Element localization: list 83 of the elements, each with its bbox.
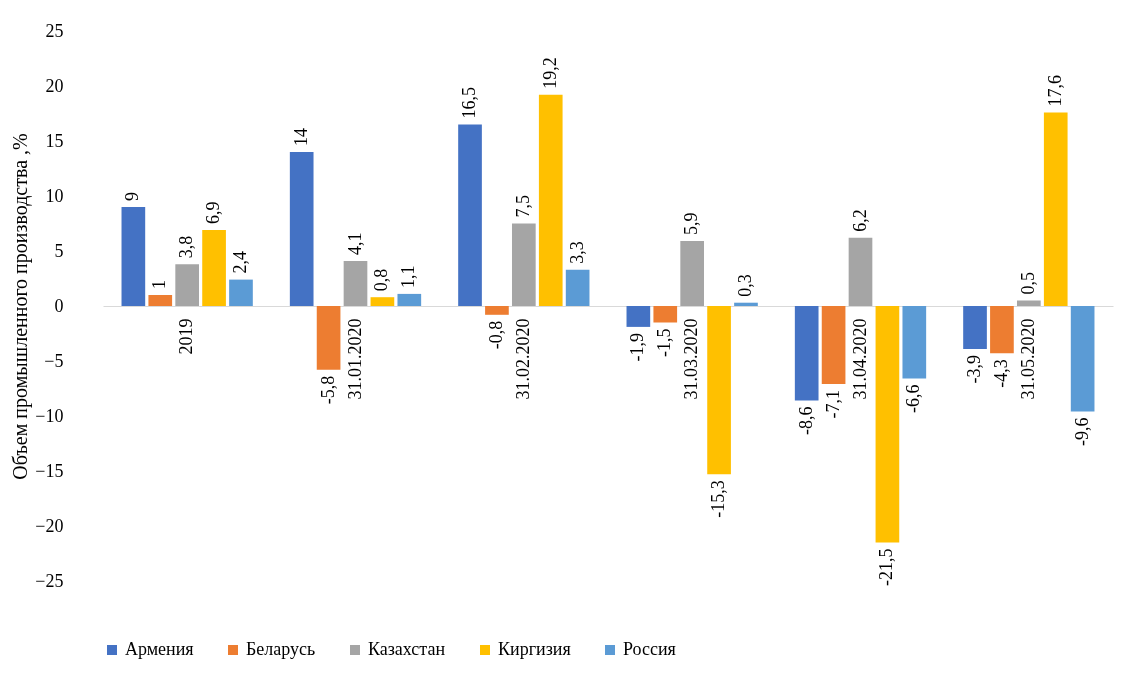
- x-tick-label: 31.04.2020: [849, 318, 870, 400]
- data-label: 0,8: [371, 268, 392, 292]
- data-label: 1,1: [398, 265, 419, 288]
- bar: [316, 306, 341, 370]
- data-label: -9,6: [1071, 417, 1092, 447]
- data-label: -21,5: [876, 548, 897, 586]
- data-label: 3,8: [176, 235, 197, 259]
- y-tick-label: −15: [35, 460, 64, 481]
- bar: [848, 237, 873, 306]
- data-label: 5,9: [681, 212, 702, 236]
- bar: [175, 264, 200, 306]
- data-label: -0,8: [485, 320, 506, 350]
- legend-label: Беларусь: [246, 639, 316, 659]
- data-label: 0,5: [1017, 272, 1038, 295]
- y-tick-label: 10: [45, 185, 64, 206]
- bar: [121, 207, 146, 306]
- bar: [680, 241, 705, 306]
- bar: [1016, 300, 1041, 306]
- y-tick-label: −10: [35, 405, 64, 426]
- bar: [963, 306, 987, 349]
- y-tick-label: 5: [54, 240, 64, 261]
- data-label: 17,6: [1044, 74, 1065, 107]
- y-tick-label: −5: [44, 350, 64, 371]
- bar: [875, 306, 900, 543]
- data-label: 1: [149, 280, 170, 289]
- bar: [821, 306, 846, 385]
- x-tick-label: 2019: [176, 318, 197, 355]
- data-label: 14: [290, 128, 311, 146]
- x-tick-label: 31.05.2020: [1017, 318, 1038, 400]
- bar: [990, 306, 1014, 354]
- bar: [1043, 112, 1068, 306]
- y-tick-label: −20: [35, 515, 64, 536]
- bar: [148, 295, 173, 306]
- bar: [707, 306, 731, 475]
- y-tick-label: 15: [45, 130, 64, 151]
- data-label: 6,9: [203, 201, 224, 225]
- bar: [397, 293, 422, 306]
- data-label: 0,3: [734, 274, 755, 297]
- bar: [370, 297, 395, 306]
- bar: [794, 306, 819, 401]
- bar: [902, 306, 927, 379]
- data-label: 4,1: [344, 232, 365, 255]
- legend-label: Армения: [125, 639, 194, 659]
- data-label: 9: [122, 192, 143, 201]
- y-tick-label: 0: [54, 295, 64, 316]
- data-label: -1,5: [654, 328, 675, 357]
- data-label: -8,6: [795, 406, 816, 436]
- bar: [229, 279, 253, 306]
- bar: [485, 306, 509, 315]
- data-label: -7,1: [822, 390, 843, 419]
- bar: [511, 223, 536, 306]
- data-label: -1,9: [627, 332, 648, 362]
- data-label: -6,6: [903, 384, 924, 414]
- data-label: 7,5: [512, 195, 533, 218]
- bar: [626, 306, 651, 327]
- y-tick-label: 20: [45, 75, 64, 96]
- bar: [538, 94, 563, 306]
- data-label: 3,3: [566, 241, 587, 264]
- legend-label: Россия: [623, 639, 676, 659]
- bar: [202, 230, 226, 306]
- data-label: -5,8: [317, 375, 338, 405]
- x-tick-label: 31.02.2020: [512, 318, 533, 400]
- data-label: 2,4: [229, 251, 250, 274]
- y-axis-title: Объем промышленного производства ,%: [9, 133, 33, 480]
- bar: [653, 306, 678, 323]
- bar: [1070, 306, 1095, 412]
- y-tick-label: 25: [45, 20, 64, 41]
- x-tick-label: 31.01.2020: [344, 318, 365, 400]
- legend-label: Киргизия: [498, 639, 571, 659]
- data-label: 16,5: [459, 87, 480, 119]
- data-label: -15,3: [708, 480, 729, 518]
- x-tick-label: 31.03.2020: [681, 318, 702, 400]
- data-label: -4,3: [990, 359, 1011, 388]
- bar: [565, 269, 590, 306]
- bar: [289, 152, 314, 306]
- data-label: -3,9: [964, 354, 985, 384]
- legend-label: Казахстан: [368, 639, 446, 659]
- bar: [458, 124, 482, 306]
- data-label: 6,2: [849, 209, 870, 232]
- data-label: 19,2: [539, 57, 560, 89]
- bar: [343, 260, 368, 306]
- bar: [734, 302, 758, 306]
- y-tick-label: −25: [35, 570, 64, 591]
